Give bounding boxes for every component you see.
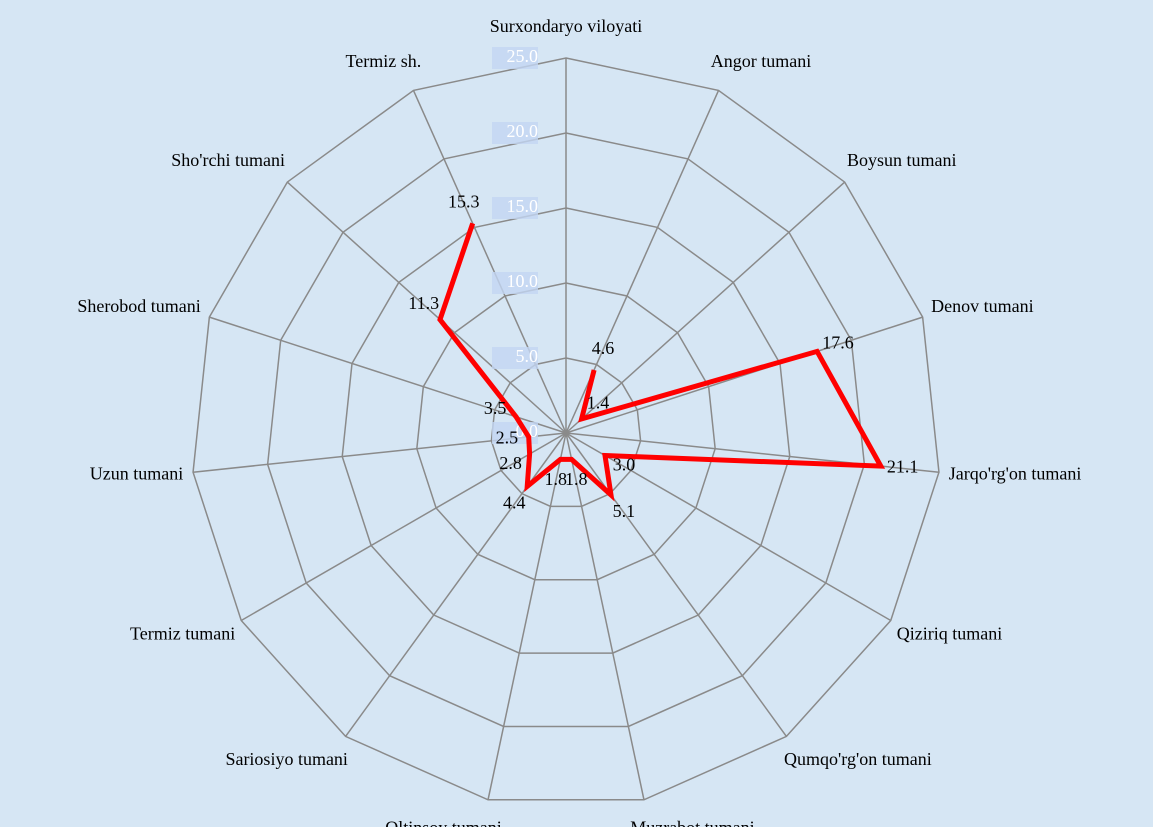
category-label: Termiz sh. bbox=[346, 51, 422, 71]
value-label: 5.1 bbox=[613, 501, 636, 521]
spoke bbox=[565, 181, 846, 434]
category-label: Angor tumani bbox=[711, 51, 812, 71]
spoke bbox=[487, 432, 567, 800]
tick-label-bg bbox=[492, 47, 538, 69]
spoke bbox=[565, 432, 645, 800]
category-label: Sho'rchi tumani bbox=[171, 150, 285, 170]
grid-ring bbox=[192, 57, 940, 801]
spoke bbox=[344, 432, 567, 737]
category-label: Muzrabot tumani bbox=[630, 817, 754, 827]
grid-ring bbox=[341, 207, 791, 654]
spoke bbox=[286, 181, 567, 434]
spoke bbox=[565, 316, 923, 434]
category-label: Surxondaryo viloyati bbox=[490, 16, 642, 36]
value-label: 21.1 bbox=[887, 457, 919, 477]
spoke bbox=[209, 316, 567, 434]
value-label: 3.0 bbox=[613, 455, 636, 475]
value-label: 11.3 bbox=[408, 293, 439, 313]
value-label: 17.6 bbox=[822, 333, 854, 353]
tick-label-bg bbox=[492, 122, 538, 144]
category-label: Boysun tumani bbox=[847, 150, 957, 170]
series-line bbox=[437, 222, 886, 502]
y-tick-label: 5.0 bbox=[516, 346, 539, 366]
category-label: Qiziriq tumani bbox=[897, 624, 1002, 644]
y-tick-label: 10.0 bbox=[507, 271, 539, 291]
category-label: Oltinsoy tumani bbox=[385, 817, 502, 827]
value-label: 1.8 bbox=[545, 469, 568, 489]
value-label: 1.8 bbox=[565, 469, 588, 489]
spoke bbox=[565, 432, 788, 737]
tick-label-bg bbox=[492, 347, 538, 369]
tick-label-bg bbox=[492, 197, 538, 219]
value-label: 4.6 bbox=[592, 338, 615, 358]
category-label: Uzun tumani bbox=[90, 463, 183, 483]
category-label: Sariosiyo tumani bbox=[225, 749, 348, 769]
y-tick-label: 25.0 bbox=[507, 46, 539, 66]
category-label: Denov tumani bbox=[931, 296, 1033, 316]
tick-label-bg bbox=[492, 272, 538, 294]
y-tick-label: 15.0 bbox=[507, 196, 539, 216]
y-tick-label: 20.0 bbox=[507, 121, 539, 141]
category-label: Qumqo'rg'on tumani bbox=[784, 749, 932, 769]
category-label: Jarqo'rg'on tumani bbox=[949, 463, 1082, 483]
grid-ring bbox=[416, 282, 716, 581]
value-label: 2.5 bbox=[496, 427, 519, 447]
grid-ring bbox=[266, 132, 866, 728]
spoke bbox=[412, 90, 567, 434]
value-label: 3.5 bbox=[484, 398, 507, 418]
category-label: Termiz tumani bbox=[130, 624, 235, 644]
value-label: 2.8 bbox=[499, 453, 522, 473]
value-label: 4.4 bbox=[503, 492, 526, 512]
value-label: 1.4 bbox=[587, 392, 610, 412]
spoke bbox=[565, 432, 892, 622]
spoke bbox=[240, 432, 567, 622]
value-label: 15.3 bbox=[448, 191, 480, 211]
category-label: Sherobod tumani bbox=[77, 296, 201, 316]
